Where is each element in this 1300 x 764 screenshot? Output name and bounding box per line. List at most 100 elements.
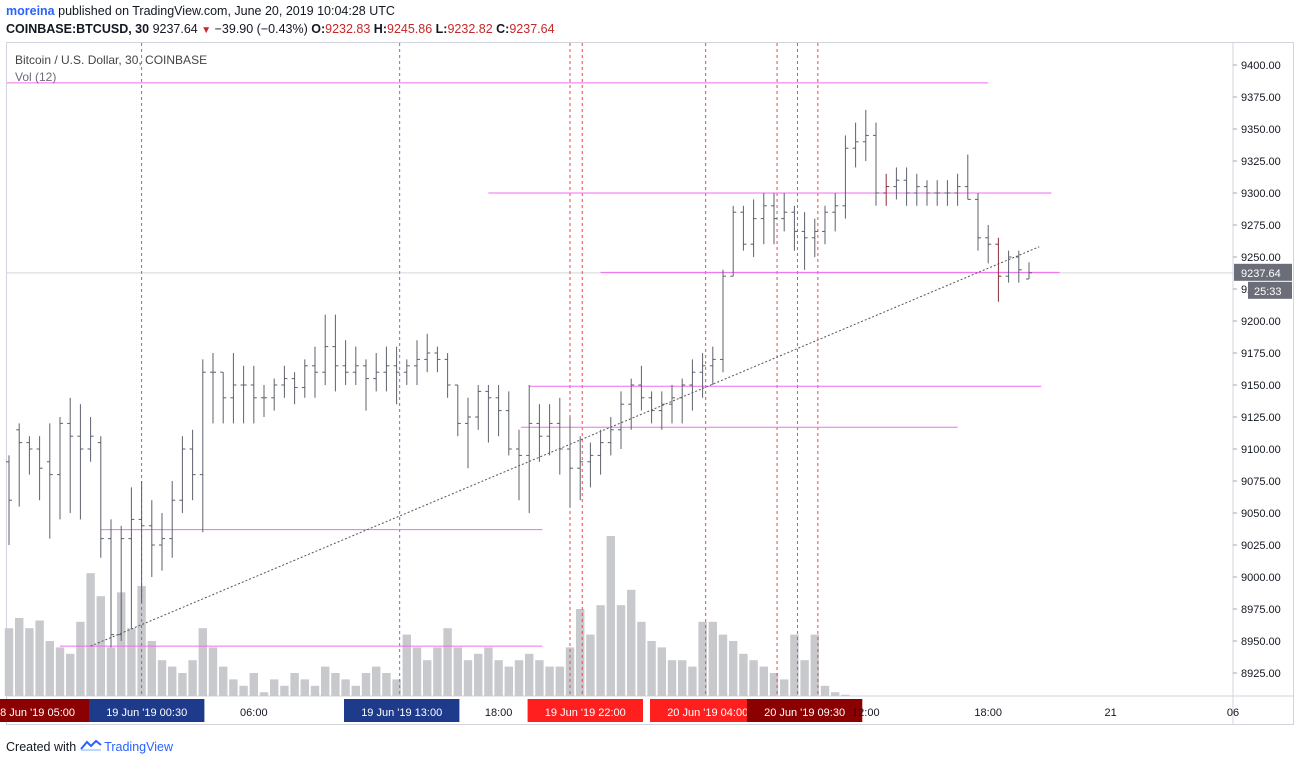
y-tick-label: 8950.00 [1241, 636, 1281, 648]
volume-bar [820, 685, 830, 696]
ohlc-bar [781, 193, 788, 232]
volume-bar [300, 679, 309, 696]
volume-bar [698, 621, 707, 696]
ohlc-bar [638, 365, 645, 411]
volume-bar [361, 673, 371, 696]
last-price: 9237.64 [152, 22, 198, 36]
time-axis-badge [746, 699, 863, 722]
ohlc-bar [720, 269, 726, 373]
ohlc-bar [332, 314, 339, 392]
ohlc-bar [220, 371, 227, 424]
ohlc-bar [1005, 250, 1012, 283]
ohlc-bar [434, 346, 441, 373]
ohlc-bar [862, 109, 869, 161]
volume-bar [178, 673, 187, 696]
ohlc-bar [556, 397, 563, 475]
close-value: 9237.64 [509, 22, 555, 36]
volume-bar [117, 592, 126, 696]
ohlc-bar [373, 353, 380, 392]
header-publish-line: moreina published on TradingView.com, Ju… [6, 4, 395, 18]
ohlc-bar [913, 173, 920, 206]
volume-bar [259, 692, 269, 696]
ohlc-bar [628, 378, 635, 430]
ohlc-bar [179, 436, 186, 513]
ohlc-bar [108, 519, 114, 648]
y-tick-label: 9350.00 [1241, 124, 1281, 136]
ohlc-bar [822, 205, 828, 245]
ohlc-bar [934, 180, 941, 206]
trend-line [90, 246, 1040, 647]
ohlc-bar [475, 385, 482, 430]
ohlc-bar [342, 340, 349, 385]
publish-info: published on TradingView.com, June 20, 2… [58, 4, 395, 18]
volume-bar [4, 628, 14, 696]
volume-bar [718, 634, 728, 696]
ohlc-bar [924, 180, 930, 206]
author-link[interactable]: moreina [6, 4, 55, 18]
y-tick-label: 9075.00 [1241, 476, 1281, 488]
ohlc-bar [291, 372, 298, 405]
volume-bar [239, 685, 248, 696]
volume-bar [76, 621, 85, 696]
x-tick-label: 19 Jun '19 22:00 [545, 707, 626, 719]
volume-bar [423, 660, 432, 696]
ohlc-bar [771, 193, 777, 245]
open-value: 9232.83 [325, 22, 371, 36]
volume-bar [769, 673, 779, 696]
volume-legend: Vol (12) [15, 70, 57, 84]
ohlc-bar [485, 385, 492, 443]
y-tick-label: 9300.00 [1241, 188, 1281, 200]
volume-bar [412, 647, 422, 696]
ohlc-bar [546, 404, 553, 456]
volume-bar [463, 660, 473, 696]
ohlc-bar [271, 378, 278, 411]
volume-bar [800, 660, 809, 696]
volume-bar [127, 628, 136, 696]
volume-bar [290, 673, 299, 696]
volume-bar [280, 685, 289, 696]
volume-bar [637, 621, 646, 696]
time-axis-badge [527, 699, 643, 722]
volume-bar [45, 641, 54, 696]
x-tick-label: 21 [1104, 707, 1116, 719]
ohlc-bar [648, 391, 655, 424]
ohlc-bar [852, 122, 859, 168]
volume-bar [25, 628, 34, 696]
volume-bar [555, 666, 564, 696]
tradingview-brand[interactable]: TradingView [104, 739, 173, 754]
y-tick-label: 9100.00 [1241, 444, 1281, 456]
volume-bar [514, 660, 524, 696]
volume-bar [86, 573, 95, 696]
volume-bar [310, 685, 320, 696]
volume-bar [780, 679, 789, 696]
chart-frame[interactable] [6, 42, 1294, 725]
ohlc-bar [169, 481, 176, 558]
ohlc-bar [750, 199, 757, 257]
ohlc-bar [57, 417, 63, 520]
ohlc-bar [730, 205, 737, 277]
volume-bar [576, 609, 585, 696]
ohlc-bar [577, 436, 584, 501]
ohlc-bar [128, 487, 135, 629]
volume-bar [433, 647, 442, 696]
volume-bar [249, 673, 258, 696]
ohlc-bar [36, 436, 43, 501]
close-label: C: [496, 22, 510, 36]
ohlc-bar [801, 212, 808, 270]
volume-bar [739, 653, 748, 696]
ohlc-bar [842, 135, 849, 219]
volume-bar [321, 666, 330, 696]
volume-bar [443, 628, 452, 696]
ohlc-bar [975, 193, 981, 251]
last-price-badge [1234, 263, 1292, 281]
volume-bar [392, 679, 401, 696]
volume-bar [494, 660, 503, 696]
ohlc-bar [526, 385, 533, 513]
ohlc-bar [587, 442, 594, 488]
volume-bar [759, 666, 768, 696]
volume-bar [627, 589, 636, 696]
volume-bar [484, 647, 493, 696]
x-tick-label: 20 Jun '19 04:00 [667, 707, 748, 719]
ohlc-bar [964, 154, 971, 200]
